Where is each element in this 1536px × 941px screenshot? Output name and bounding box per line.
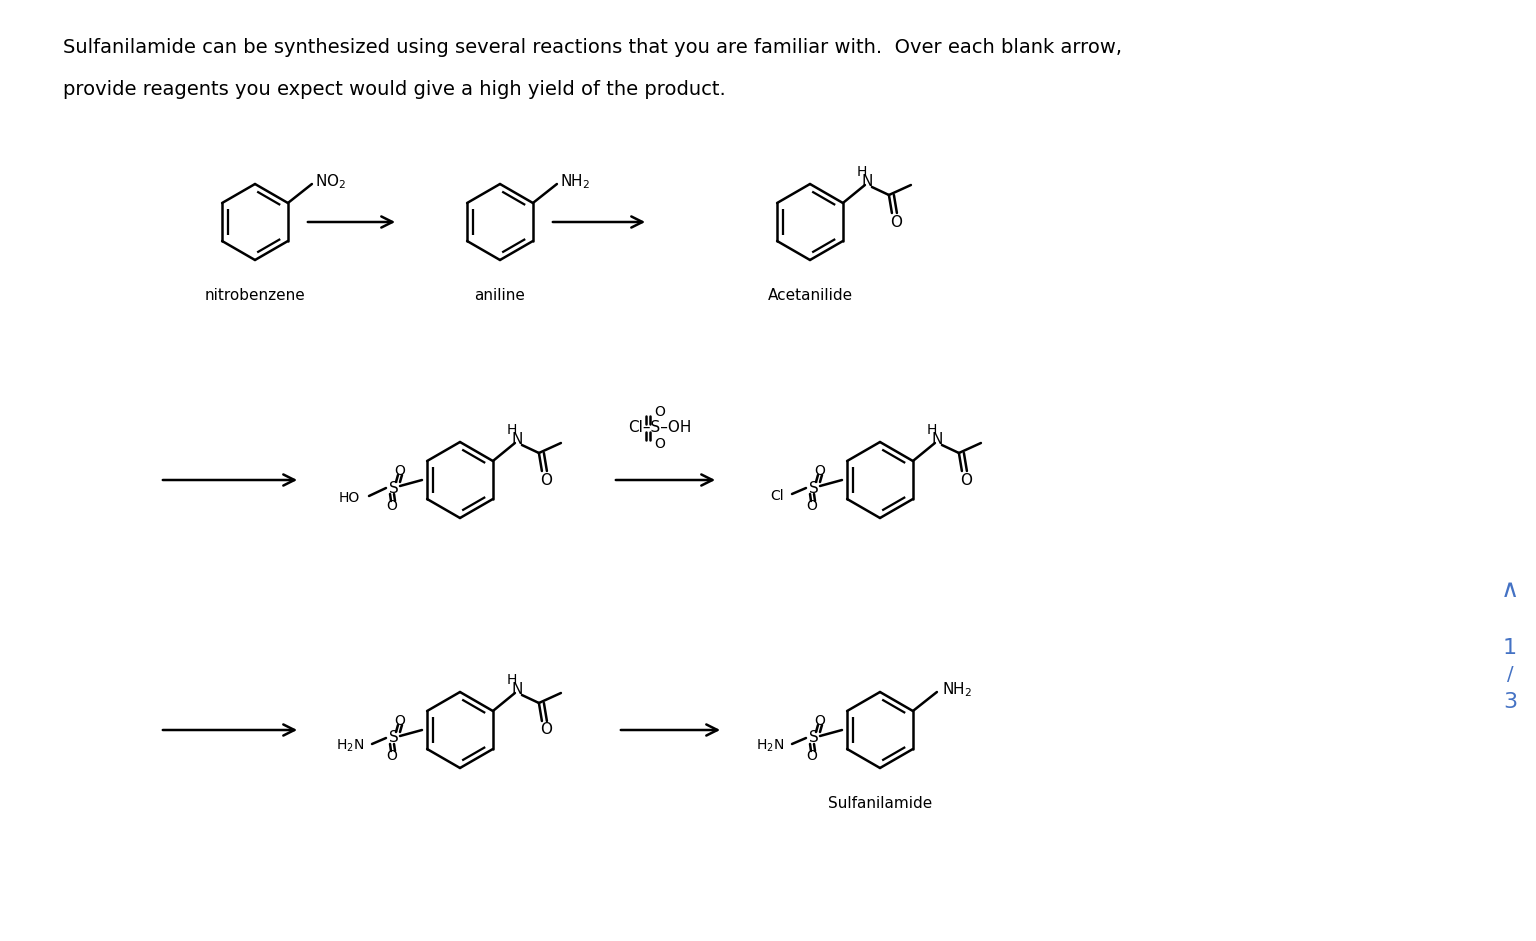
Text: H$_2$N: H$_2$N (336, 738, 364, 754)
Text: Sulfanilamide: Sulfanilamide (828, 796, 932, 811)
Text: O: O (654, 405, 665, 419)
Text: O: O (814, 464, 825, 478)
Text: 3: 3 (1502, 692, 1518, 712)
Text: Sulfanilamide can be synthesized using several reactions that you are familiar w: Sulfanilamide can be synthesized using s… (63, 38, 1121, 57)
Text: NO$_2$: NO$_2$ (315, 172, 346, 191)
Text: S: S (809, 481, 819, 496)
Text: O: O (814, 714, 825, 728)
Text: N: N (511, 432, 522, 446)
Text: S: S (389, 730, 399, 745)
Text: O: O (654, 437, 665, 451)
Text: N: N (511, 681, 522, 696)
Text: Acetanilide: Acetanilide (768, 288, 852, 303)
Text: NH$_2$: NH$_2$ (561, 172, 590, 191)
Text: 1: 1 (1502, 638, 1518, 658)
Text: O: O (395, 714, 406, 728)
Text: O: O (387, 499, 398, 513)
Text: S: S (389, 481, 399, 496)
Text: H: H (926, 423, 937, 437)
Text: aniline: aniline (475, 288, 525, 303)
Text: Cl–S–OH: Cl–S–OH (628, 421, 691, 436)
Text: H: H (857, 165, 868, 179)
Text: N: N (931, 432, 943, 446)
Text: H$_2$N: H$_2$N (756, 738, 783, 754)
Text: ∧: ∧ (1501, 578, 1519, 602)
Text: O: O (541, 723, 551, 738)
Text: O: O (960, 472, 972, 487)
Text: O: O (541, 472, 551, 487)
Text: /: / (1507, 665, 1513, 684)
Text: H: H (507, 673, 518, 687)
Text: HO: HO (339, 491, 359, 505)
Text: Cl: Cl (771, 489, 783, 503)
Text: O: O (806, 749, 817, 763)
Text: nitrobenzene: nitrobenzene (204, 288, 306, 303)
Text: H: H (507, 423, 518, 437)
Text: O: O (806, 499, 817, 513)
Text: O: O (387, 749, 398, 763)
Text: S: S (809, 730, 819, 745)
Text: O: O (889, 215, 902, 230)
Text: O: O (395, 464, 406, 478)
Text: N: N (862, 173, 872, 188)
Text: NH$_2$: NH$_2$ (942, 680, 972, 699)
Text: provide reagents you expect would give a high yield of the product.: provide reagents you expect would give a… (63, 80, 725, 99)
